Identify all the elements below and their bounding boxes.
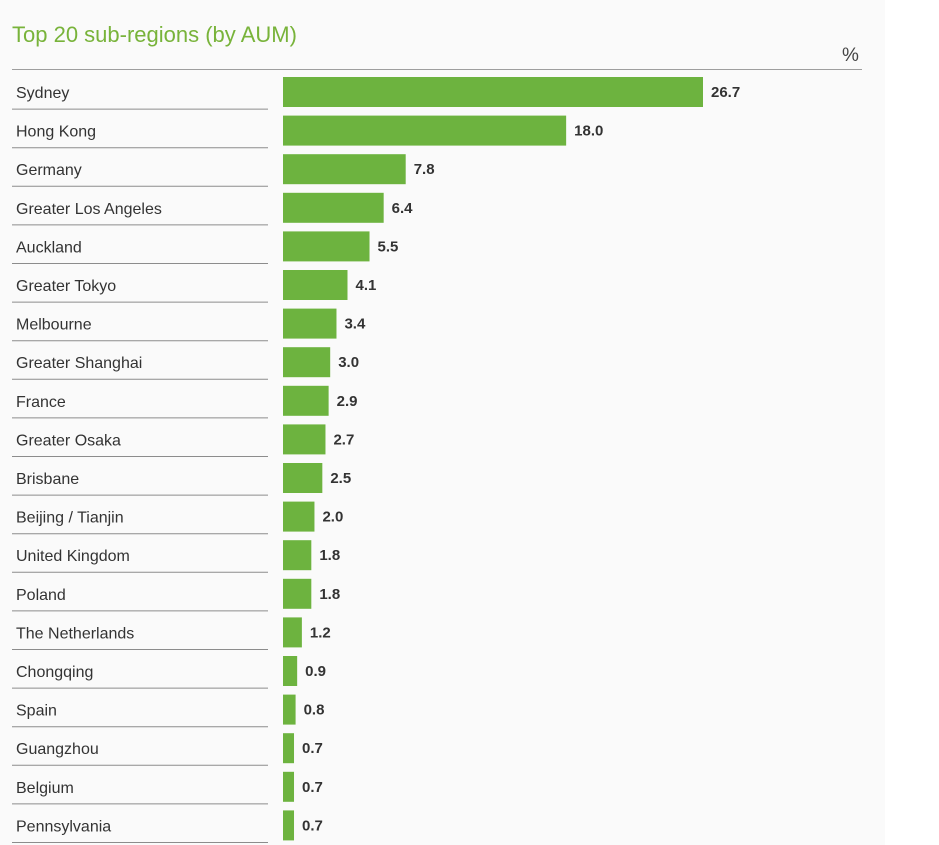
bar — [283, 617, 302, 648]
value-label: 4.1 — [355, 277, 376, 294]
header-divider — [12, 69, 862, 70]
category-label: Guangzhou — [16, 741, 99, 758]
bar — [283, 77, 703, 107]
bar — [283, 270, 348, 300]
category-label: Auckland — [16, 239, 82, 256]
value-label: 26.7 — [711, 84, 740, 101]
bar — [283, 501, 315, 532]
bar — [283, 771, 295, 802]
value-label: 0.9 — [305, 663, 326, 680]
category-label: Brisbane — [16, 471, 79, 488]
value-label: 18.0 — [574, 123, 603, 140]
category-label: France — [16, 394, 66, 411]
bar — [283, 424, 326, 455]
value-label: 3.0 — [338, 354, 359, 371]
value-label: 6.4 — [392, 200, 414, 217]
bar — [283, 656, 298, 686]
unit-label: % — [842, 45, 859, 66]
category-label: Belgium — [16, 780, 74, 797]
value-label: 1.2 — [310, 624, 331, 641]
value-label: 0.7 — [302, 817, 323, 834]
bar — [283, 308, 337, 339]
category-label: Spain — [16, 703, 57, 720]
value-label: 2.9 — [337, 393, 358, 410]
value-label: 5.5 — [378, 238, 399, 255]
category-label: Greater Shanghai — [16, 355, 142, 372]
bar — [283, 192, 384, 223]
bar — [283, 578, 312, 609]
value-label: 3.4 — [344, 316, 366, 333]
value-label: 1.8 — [319, 547, 340, 564]
bar — [283, 810, 295, 841]
category-label: Chongqing — [16, 664, 93, 681]
value-label: 2.7 — [333, 431, 354, 448]
category-label: Pennsylvania — [16, 818, 111, 835]
bar — [283, 347, 331, 378]
value-label: 2.0 — [322, 509, 343, 526]
category-label: Greater Osaka — [16, 432, 121, 449]
value-label: 0.8 — [304, 702, 325, 719]
bar — [283, 540, 312, 571]
bar — [283, 385, 329, 416]
category-label: Germany — [16, 162, 82, 179]
bar — [283, 115, 567, 146]
value-label: 2.5 — [330, 470, 351, 487]
category-label: Melbourne — [16, 317, 92, 334]
value-label: 0.7 — [302, 779, 323, 796]
chart-title: Top 20 sub-regions (by AUM) — [12, 22, 297, 47]
bar — [283, 733, 295, 764]
bar — [283, 154, 406, 185]
category-label: The Netherlands — [16, 625, 134, 642]
category-label: Greater Tokyo — [16, 278, 116, 295]
category-label: Hong Kong — [16, 124, 96, 141]
category-label: Greater Los Angeles — [16, 201, 162, 218]
value-label: 0.7 — [302, 740, 323, 757]
category-label: United Kingdom — [16, 548, 130, 565]
value-label: 1.8 — [319, 586, 340, 603]
category-label: Sydney — [16, 85, 69, 102]
chart-panel: Top 20 sub-regions (by AUM) % Sydney 26.7… — [12, 22, 862, 843]
category-label: Beijing / Tianjin — [16, 510, 124, 527]
value-label: 7.8 — [414, 161, 435, 178]
bar — [283, 231, 370, 262]
bar — [283, 463, 323, 493]
category-label: Poland — [16, 587, 66, 604]
bar — [283, 694, 296, 725]
